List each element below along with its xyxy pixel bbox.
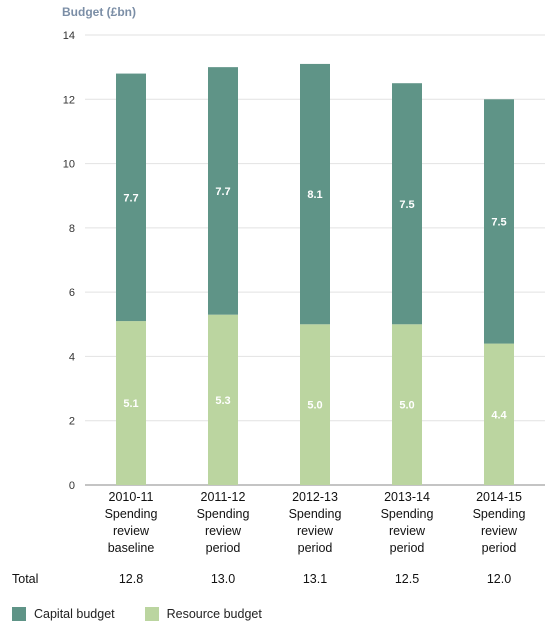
total-value: 12.5 <box>395 572 419 586</box>
y-tick-label: 0 <box>69 480 75 492</box>
x-tick-label: 2010-11 <box>109 490 154 504</box>
data-label: 4.4 <box>491 409 507 421</box>
data-label: 8.1 <box>307 189 322 201</box>
bar-capital <box>300 63 330 325</box>
x-tick-label: review <box>297 524 334 538</box>
legend-swatch-resource <box>144 607 159 621</box>
x-tick-label: period <box>482 541 517 555</box>
total-value: 12.0 <box>487 572 511 586</box>
y-axis-ticks: 0 2 4 6 8 10 12 14 <box>63 30 75 492</box>
data-label: 5.3 <box>215 395 230 407</box>
data-label: 5.0 <box>399 400 414 412</box>
y-tick-label: 12 <box>63 94 75 106</box>
y-tick-label: 8 <box>69 223 75 235</box>
totals-row: Total 12.8 13.0 13.1 12.5 12.0 <box>12 572 511 586</box>
data-label: 7.5 <box>399 199 414 211</box>
legend-item-resource: Resource budget <box>144 607 262 621</box>
x-tick-label: 2014-15 <box>476 490 522 504</box>
legend-label-resource: Resource budget <box>166 607 262 621</box>
x-tick-label: review <box>205 524 242 538</box>
legend: Capital budget Resource budget <box>12 607 292 621</box>
y-axis-title: Budget (£bn) <box>62 5 136 19</box>
data-label: 7.7 <box>123 192 138 204</box>
x-tick-label: Spending <box>105 507 158 521</box>
x-tick-label: Spending <box>289 507 342 521</box>
x-tick-label: review <box>481 524 518 538</box>
bar-resource <box>484 343 514 485</box>
x-tick-label: review <box>389 524 426 538</box>
x-tick-label: 2012-13 <box>292 490 338 504</box>
bar-capital <box>116 73 146 322</box>
y-tick-label: 10 <box>63 159 75 171</box>
legend-swatch-capital <box>12 607 26 621</box>
bar-capital <box>392 83 422 325</box>
bar-resource <box>392 324 422 485</box>
x-tick-label: period <box>390 541 425 555</box>
bar-resource <box>116 321 146 485</box>
x-tick-label: 2013-14 <box>384 490 430 504</box>
data-label: 7.7 <box>215 186 230 198</box>
y-tick-label: 6 <box>69 287 75 299</box>
bar-resource <box>300 324 330 485</box>
totals-heading: Total <box>12 572 38 586</box>
total-value: 13.0 <box>211 572 235 586</box>
x-tick-label: period <box>298 541 333 555</box>
total-value: 12.8 <box>119 572 143 586</box>
x-axis-labels: 2010-11 Spending review baseline 2011-12 Spen… <box>105 490 526 555</box>
legend-item-capital: Capital budget <box>12 607 115 621</box>
bar-resource <box>208 314 238 485</box>
x-tick-label: Spending <box>197 507 250 521</box>
x-tick-label: period <box>206 541 241 555</box>
x-tick-label: 2011-12 <box>201 490 246 504</box>
legend-label-capital: Capital budget <box>34 607 115 621</box>
x-tick-label: review <box>113 524 150 538</box>
total-value: 13.1 <box>303 572 327 586</box>
x-tick-label: baseline <box>108 541 155 555</box>
data-label: 7.5 <box>491 216 506 228</box>
bar-capital <box>484 99 514 344</box>
y-tick-label: 2 <box>69 416 75 428</box>
data-label: 5.0 <box>307 400 322 412</box>
bar-group: 5.1 7.7 5.3 7.7 5.0 8.1 5.0 7.5 4.4 7.5 <box>116 63 514 485</box>
x-tick-label: Spending <box>381 507 434 521</box>
data-label: 5.1 <box>123 398 138 410</box>
bar-capital <box>208 67 238 315</box>
y-tick-label: 14 <box>63 30 75 42</box>
x-tick-label: Spending <box>473 507 526 521</box>
y-tick-label: 4 <box>69 351 75 363</box>
